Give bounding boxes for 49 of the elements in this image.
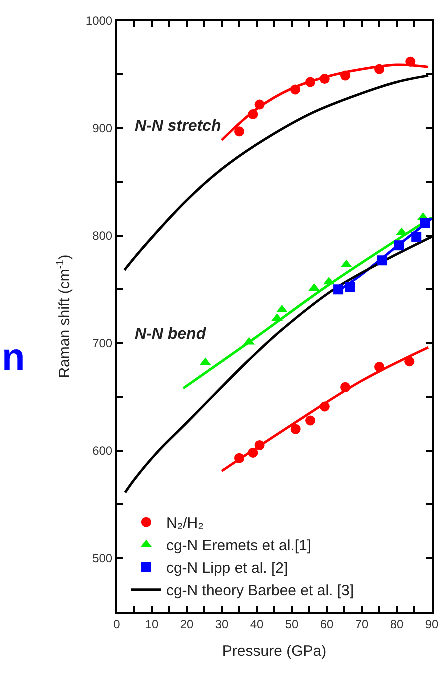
point xyxy=(404,356,415,367)
legend-label: cg-N Lipp et al. [2] xyxy=(166,560,288,578)
x-tick-label: 0 xyxy=(114,617,121,632)
x-tick-label: 50 xyxy=(285,617,299,632)
legend-label: cg-N theory Barbee et al. [3] xyxy=(166,582,354,600)
point xyxy=(320,74,330,84)
point xyxy=(374,64,384,74)
point xyxy=(254,100,265,110)
y-tick-label: 900 xyxy=(92,122,113,136)
point xyxy=(340,382,351,392)
y-tick-label: 700 xyxy=(92,336,113,351)
legend-label: N₂/H₂ xyxy=(166,515,204,532)
point xyxy=(334,284,344,295)
y-tick-label: 800 xyxy=(92,229,113,244)
point xyxy=(248,109,258,120)
point xyxy=(345,282,356,292)
legend-label: cg-N Eremets et al.[1] xyxy=(166,538,312,555)
point xyxy=(248,448,258,458)
point xyxy=(306,416,316,426)
x-tick-label: 60 xyxy=(320,617,334,632)
point xyxy=(340,70,351,81)
x-tick-label: 40 xyxy=(250,617,264,632)
point xyxy=(254,440,265,450)
point xyxy=(374,362,384,372)
x-tick-label: 80 xyxy=(390,617,404,632)
point xyxy=(234,453,244,464)
x-tick-label: 10 xyxy=(145,617,159,632)
point xyxy=(377,256,388,266)
x-tick-label: 30 xyxy=(215,617,229,632)
point xyxy=(406,56,416,67)
text: n xyxy=(2,337,26,379)
x-tick-label: 20 xyxy=(180,617,194,632)
point xyxy=(306,77,316,88)
point xyxy=(412,232,422,242)
annotation: N-N bend xyxy=(135,326,208,343)
y-tick-label: 600 xyxy=(92,444,113,458)
point xyxy=(290,84,300,95)
x-tick-label: 90 xyxy=(425,617,439,632)
line-series xyxy=(220,346,430,472)
annotation: N-N stretch xyxy=(135,118,222,135)
point xyxy=(394,240,404,251)
y-tick-label: 500 xyxy=(92,551,113,566)
point xyxy=(290,424,301,434)
point xyxy=(234,126,244,137)
x-axis-title: Pressure (GPa) xyxy=(222,642,327,660)
x-tick-label: 70 xyxy=(355,617,369,632)
y-tick-label: 1000 xyxy=(86,14,113,28)
point xyxy=(320,402,330,412)
point xyxy=(420,218,430,228)
